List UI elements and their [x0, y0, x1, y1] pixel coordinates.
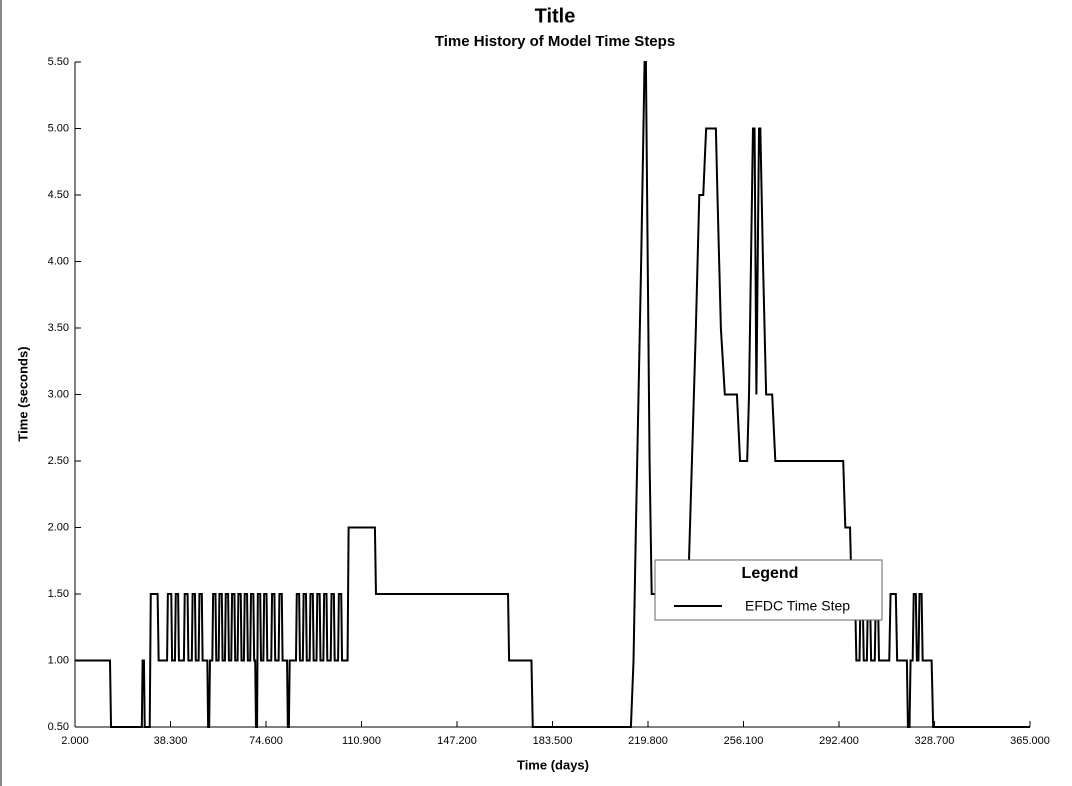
x-tick-label: 365.000: [1010, 735, 1050, 747]
legend-title: Legend: [742, 565, 799, 582]
x-tick-label: 147.200: [437, 735, 477, 747]
x-tick-label: 2.000: [61, 735, 89, 747]
y-tick-label: 3.50: [48, 322, 69, 334]
chart-subtitle: Time History of Model Time Steps: [435, 33, 675, 50]
y-tick-label: 2.00: [48, 521, 69, 533]
plot-area: 0.50 1.00 1.50 2.00 2.50 3.00 3.50 4.00 4.50 5.00…: [48, 56, 1050, 747]
y-tick-label: 4.50: [48, 189, 69, 201]
x-axis-label: Time (days): [517, 757, 589, 772]
legend-label: EFDC Time Step: [745, 598, 850, 614]
y-tick-label: 5.50: [48, 56, 69, 68]
x-tick-label: 110.900: [342, 735, 381, 747]
data-line: [75, 61, 1030, 728]
y-tick-label: 2.50: [48, 455, 69, 467]
legend: Legend EFDC Time Step: [654, 559, 883, 621]
y-tick-label: 0.50: [48, 721, 69, 733]
x-tick-label: 38.300: [154, 735, 188, 747]
y-tick-label: 3.00: [48, 388, 69, 400]
x-tick-label: 292.400: [819, 735, 859, 747]
x-tick-label: 256.100: [724, 735, 764, 747]
legend-box: [654, 559, 883, 621]
x-tick-label: 219.800: [628, 735, 668, 747]
y-tick-label: 4.00: [48, 255, 69, 267]
y-axis-label: Time (seconds): [15, 346, 30, 441]
x-tick-label: 183.500: [533, 735, 573, 747]
chart-title: Title: [535, 5, 576, 27]
x-tick-label: 74.600: [249, 735, 283, 747]
y-tick-label: 1.50: [48, 588, 69, 600]
y-tick-label: 1.00: [48, 654, 69, 666]
y-tick-label: 5.00: [48, 122, 69, 134]
x-tick-label: 328.700: [915, 735, 955, 747]
